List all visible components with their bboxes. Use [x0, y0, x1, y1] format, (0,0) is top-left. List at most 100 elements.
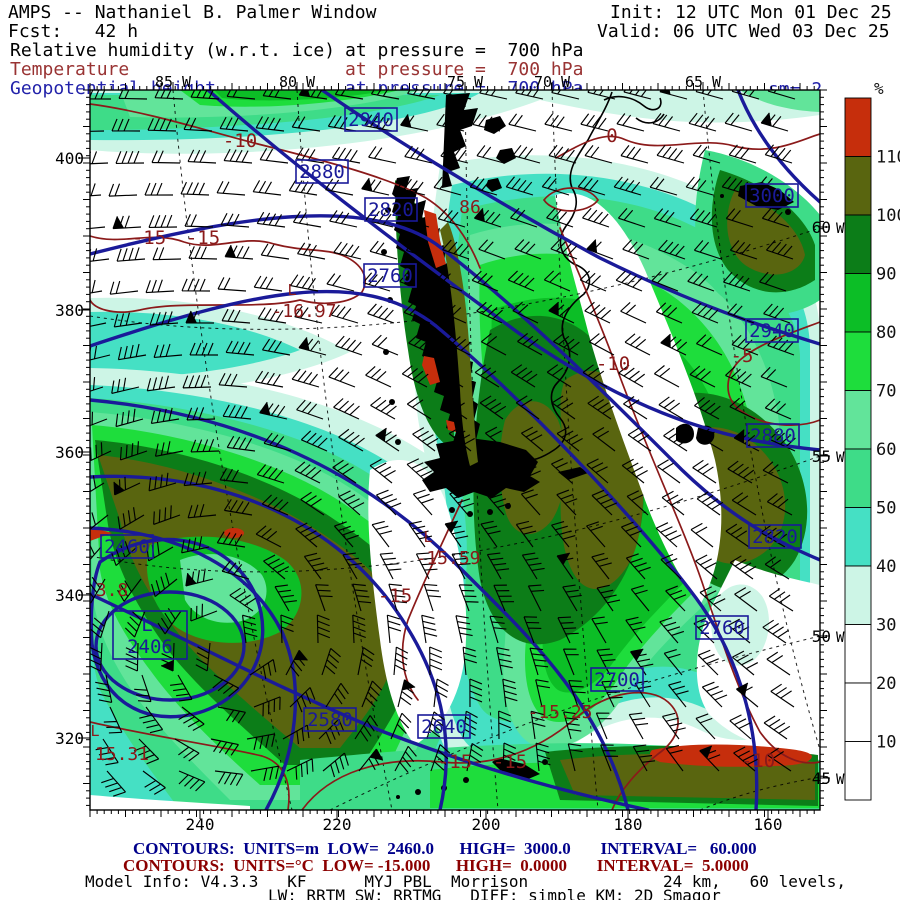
latitude-label-suffix: W — [836, 772, 845, 788]
temp-label: -15 — [438, 751, 472, 773]
latitude-label: 55 — [812, 447, 831, 466]
height-label-box — [745, 318, 799, 343]
latitude-label: 60 — [812, 218, 831, 237]
height-label-box — [364, 197, 418, 222]
low-center-symbol: L — [141, 614, 152, 636]
field-level: at pressure = 700 hPa — [345, 59, 584, 80]
low-center-box — [112, 610, 188, 660]
height-label: 2820 — [368, 199, 414, 221]
x-axis-label: 160 — [754, 815, 783, 834]
humidity-colorbar: % 110 100 90 80 70 60 50 40 30 20 10 — [844, 79, 900, 801]
colorbar-segment — [844, 214, 872, 274]
colorbar-tick: 20 — [876, 674, 896, 694]
colorbar-tick: 90 — [876, 265, 896, 285]
height-label-box — [295, 159, 349, 184]
height-label: 2760 — [699, 617, 745, 639]
contour-info-temp: CONTOURS: UNITS=°C LOW= -15.000 HIGH= 0.… — [123, 856, 749, 875]
wind-barbs — [90, 90, 796, 797]
height-label: 2760 — [367, 265, 413, 287]
latitude-label: 50 — [812, 627, 831, 646]
x-axis-label: 180 — [614, 815, 643, 834]
colorbar-segment — [844, 624, 872, 684]
valid-time: Valid: 06 UTC Wed 03 Dec 25 — [597, 21, 890, 42]
low-center-value: 2406 — [127, 636, 173, 658]
height-label: 2580 — [307, 709, 353, 731]
longitude-label: 65 W — [685, 73, 722, 91]
map-frame — [89, 89, 821, 811]
temp-minimum-value: 86 — [459, 197, 481, 218]
physics-info: LW: RRTM SW: RRTMG DIFF: simple KM: 2D S… — [268, 886, 721, 900]
colorbar-segment — [844, 507, 872, 567]
height-label: 2940 — [749, 320, 795, 342]
colorbar-segment — [844, 331, 872, 391]
temp-label: -10 — [741, 750, 775, 772]
y-axis-label: 360 — [55, 443, 84, 462]
temp-minimum-value: -15.59 — [415, 548, 480, 569]
colorbar-tick: 50 — [876, 499, 896, 519]
height-label: 2700 — [594, 669, 640, 691]
height-label: 2640 — [421, 716, 467, 738]
height-label: 2820 — [752, 526, 798, 548]
colorbar-tick: 40 — [876, 557, 896, 577]
height-label-box — [748, 524, 802, 549]
colorbar-tick: 100 — [876, 206, 900, 226]
temp-label: -10 — [596, 353, 630, 375]
temp-label: -15 — [132, 227, 166, 249]
temp-label: -10 — [223, 130, 257, 152]
colorbar-segment — [844, 448, 872, 508]
colorbar-segment — [844, 741, 872, 801]
height-label-box — [746, 423, 800, 448]
field-level: at pressure = 700 hPa — [345, 40, 584, 61]
y-axis-label: 400 — [55, 149, 84, 168]
colorbar-segment — [844, 682, 872, 742]
x-axis-label: 240 — [186, 815, 215, 834]
colorbar-segment — [844, 565, 872, 625]
field-label: Relative humidity (w.r.t. ice) — [10, 40, 336, 61]
height-label-box — [695, 615, 749, 640]
colorbar-segment — [844, 97, 872, 157]
latitude-label: 45 — [812, 769, 831, 788]
x-axis-label: 200 — [472, 815, 501, 834]
longitude-label: 70 W — [534, 73, 571, 91]
height-label: 3000 — [749, 185, 795, 207]
temp-label: -5 — [731, 345, 754, 367]
height-label-box — [363, 263, 417, 288]
temp-label: -15 — [493, 751, 527, 773]
x-axis-label: 220 — [323, 815, 352, 834]
colorbar-tick: 70 — [876, 382, 896, 402]
field-label: Temperature — [10, 59, 130, 80]
temp-minimum-value: -15.25 — [527, 702, 592, 723]
height-label: 2880 — [299, 161, 345, 183]
temp-minimum-value: 3.8 — [96, 580, 129, 601]
model-info: Model Info: V4.3.3 KF MYJ PBL Morrison 2… — [85, 872, 846, 891]
init-time: Init: 12 UTC Mon 01 Dec 25 — [610, 2, 892, 23]
height-label-box — [344, 107, 398, 132]
min-marker: L — [287, 281, 296, 299]
colorbar-segment — [844, 390, 872, 450]
colorbar-tick: 10 — [876, 733, 896, 753]
height-label: 2940 — [348, 109, 394, 131]
min-marker: L — [423, 528, 432, 546]
temp-label: 0 — [606, 125, 617, 147]
height-label-box — [745, 183, 799, 208]
axis-labels: 400 380 360 340 320 240 220 200 180 160 85 W 80 W 75… — [55, 73, 845, 834]
temp-label: -15 — [186, 227, 220, 249]
colorbar-tick: 30 — [876, 616, 896, 636]
temp-minimum-value: -16.97 — [271, 301, 336, 322]
colorbar-tick: 80 — [876, 323, 896, 343]
colorbar-tick: 60 — [876, 440, 896, 460]
min-marker: L — [90, 722, 99, 740]
latitude-label-suffix: W — [836, 450, 845, 466]
y-axis-label: 340 — [55, 586, 84, 605]
height-label-box — [590, 667, 644, 692]
height-label-box — [417, 714, 471, 739]
height-label-box — [100, 534, 154, 559]
longitude-label: 85 W — [155, 73, 192, 91]
page-title: AMPS -- Nathaniel B. Palmer Window — [8, 2, 377, 23]
height-label: 2460 — [104, 536, 150, 558]
temp-minimum-value: 15.31 — [95, 744, 149, 765]
colorbar-segment — [844, 156, 872, 216]
forecast-hour: Fcst: 42 h — [8, 21, 139, 42]
